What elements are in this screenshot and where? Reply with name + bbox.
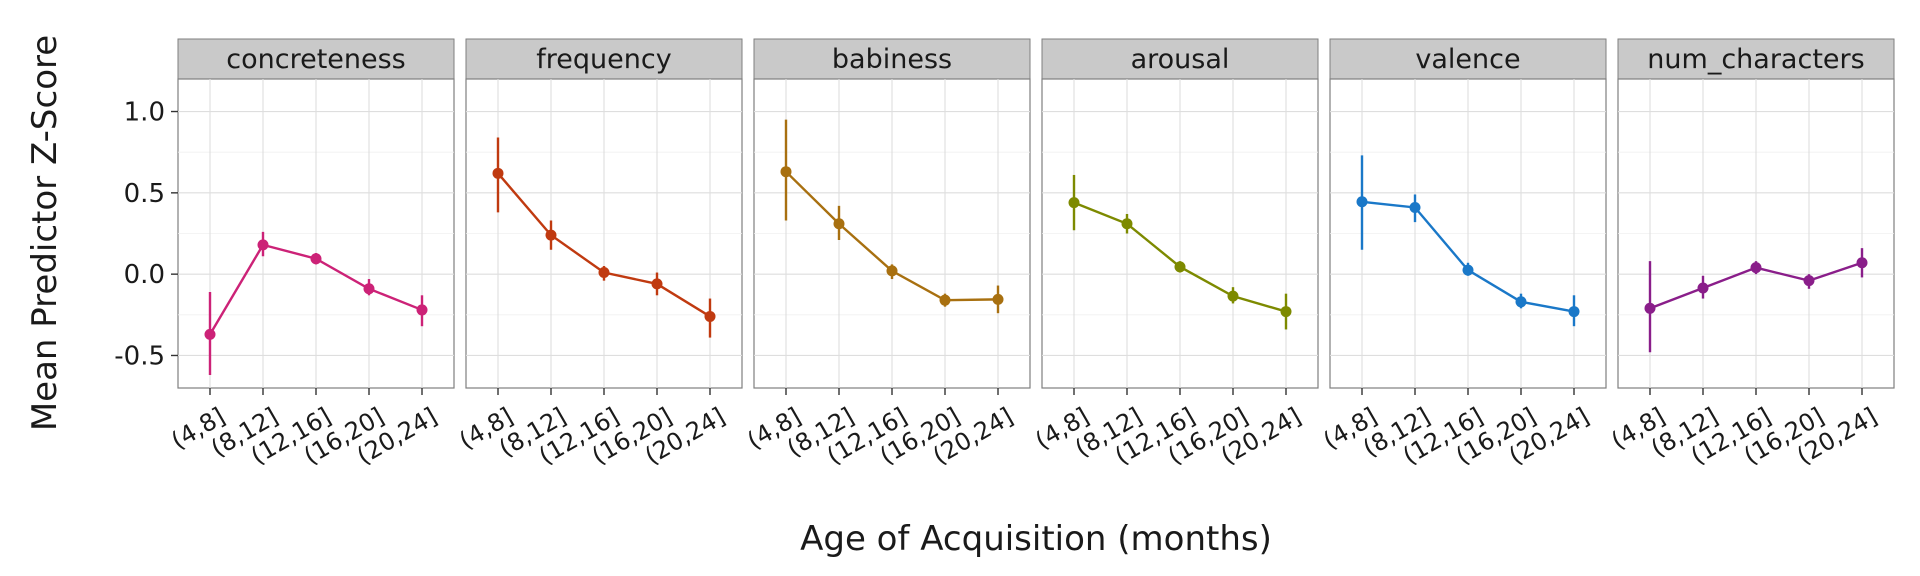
data-point [1697,282,1709,294]
facet-strip [1041,38,1319,80]
data-point [780,166,792,178]
facet-strip-label: arousal [1131,44,1230,75]
facet-panels: concreteness(4,8](8,12](12,16](16,20](20… [114,38,1895,470]
facet-strip [465,38,743,80]
data-point [651,278,663,290]
data-point [598,267,610,279]
y-axis-title: Mean Predictor Z-Score [25,35,65,431]
data-point [492,167,504,179]
data-point [1803,275,1815,287]
facet-strip-label: valence [1415,44,1520,75]
y-tick-label: -0.5 [114,341,165,371]
panel-concreteness: concreteness(4,8](8,12](12,16](16,20](20… [167,38,455,470]
x-axis-title: Age of Acquisition (months) [800,519,1272,559]
data-point [939,294,951,306]
data-point [257,239,269,251]
data-point [1356,196,1368,208]
data-point [1856,257,1868,269]
y-tick-label: 0.5 [124,179,165,209]
data-point [1174,261,1186,273]
data-point [1227,290,1239,302]
data-point [1462,264,1474,276]
data-point [1409,201,1421,213]
y-axis: -0.5 0.0 0.5 1.0 [114,98,178,371]
data-point [545,229,557,241]
data-point [886,265,898,277]
facet-strip [177,38,455,80]
data-point [1644,302,1656,314]
data-point [416,304,428,316]
data-point [1568,306,1580,318]
data-point [704,310,716,322]
data-point [1750,262,1762,274]
facet-strip [753,38,1031,80]
facet-strip-label: frequency [536,44,671,75]
panel-num-characters: num_characters(4,8](8,12](12,16](16,20](… [1607,38,1895,470]
facet-strip-label: concreteness [226,44,406,75]
data-point [833,218,845,230]
y-tick-label: 0.0 [124,260,165,290]
data-point [310,253,322,265]
facet-strip [1617,38,1895,80]
facet-strip-label: babiness [832,44,952,75]
data-point [363,283,375,295]
data-point [1121,218,1133,230]
facet-strip-label: num_characters [1647,44,1864,75]
panel-arousal: arousal(4,8](8,12](12,16](16,20](20,24] [1031,38,1319,470]
data-point [992,293,1004,305]
data-point [204,328,216,340]
data-point [1515,296,1527,308]
panel-valence: valence(4,8](8,12](12,16](16,20](20,24] [1319,38,1607,470]
data-point [1280,306,1292,318]
panel-frequency: frequency(4,8](8,12](12,16](16,20](20,24… [455,38,743,470]
data-point [1068,197,1080,209]
panel-babiness: babiness(4,8](8,12](12,16](16,20](20,24] [743,38,1031,470]
y-tick-label: 1.0 [124,98,165,128]
